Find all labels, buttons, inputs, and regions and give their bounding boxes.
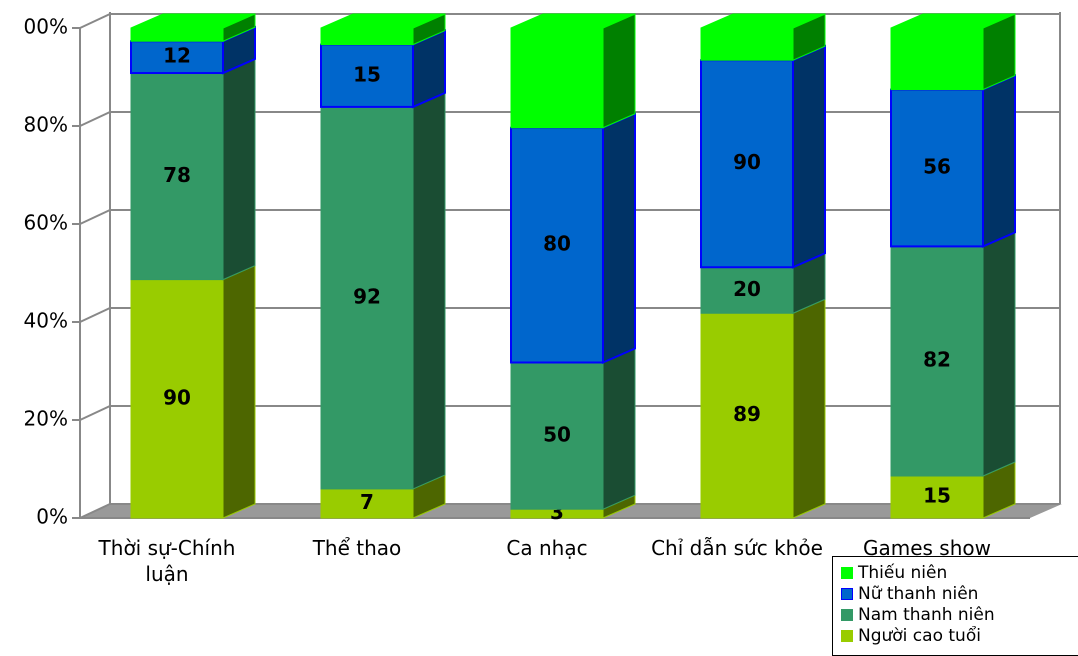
bar [890, 475, 984, 519]
data-label: 80 [543, 232, 571, 256]
bar [130, 27, 224, 42]
legend-label: Thiếu niên [858, 563, 948, 583]
bar [890, 27, 984, 91]
legend-label: Nam thanh niên [858, 605, 995, 625]
bar [130, 72, 224, 281]
legend-label: Người cao tuổi [858, 626, 981, 646]
bar-side [602, 112, 636, 365]
y-tick-label: 40% [24, 309, 68, 333]
data-label: 90 [163, 385, 191, 409]
data-label: 20 [733, 277, 761, 301]
bar [320, 27, 414, 46]
bar-side [412, 92, 446, 490]
bar-side [222, 58, 256, 281]
bar [130, 279, 224, 519]
bar [700, 312, 794, 519]
y-tick-label: 0% [36, 505, 68, 529]
legend-item: Thiếu niên [841, 563, 947, 583]
legend-swatch [841, 609, 853, 621]
legend-label: Nữ thanh niên [858, 584, 979, 604]
bar-side [602, 13, 636, 129]
bar [130, 40, 224, 75]
data-label: 89 [733, 402, 761, 426]
data-label: 92 [353, 284, 381, 308]
data-label: 7 [360, 490, 374, 514]
data-label: 12 [163, 44, 191, 68]
bar-side [222, 264, 256, 519]
legend-swatch [841, 630, 853, 642]
y-tick-label: 80% [24, 113, 68, 137]
bar [320, 106, 414, 490]
data-label: 90 [733, 150, 761, 174]
data-label: 50 [543, 422, 571, 446]
bar [890, 88, 984, 248]
bar [700, 59, 794, 269]
y-tick-label: 60% [24, 211, 68, 235]
data-label: 56 [923, 155, 951, 179]
y-tick-label: 20% [24, 407, 68, 431]
legend: Thiếu niên Nữ thanh niên Nam thanh niên Ngư… [832, 556, 1078, 656]
bar [320, 43, 414, 108]
data-label: 15 [353, 62, 381, 86]
x-tick-label: Ca nhạc [506, 536, 588, 560]
legend-item: Nữ thanh niên [841, 584, 978, 604]
bar-side [982, 231, 1016, 477]
legend-item: Người cao tuổi [841, 626, 981, 646]
bar [700, 27, 794, 61]
legend-item: Nam thanh niên [841, 605, 995, 625]
bar [510, 126, 604, 364]
y-tick-label: 00% [24, 15, 68, 39]
data-label: 78 [163, 163, 191, 187]
x-tick-label: Thể thao [312, 536, 402, 560]
legend-swatch [841, 567, 853, 579]
bar [320, 488, 414, 519]
bar-side [792, 44, 826, 269]
legend-swatch [841, 588, 853, 600]
bar-side [602, 347, 636, 510]
bar [510, 361, 604, 510]
bar-side [982, 74, 1016, 248]
bar [510, 27, 604, 129]
x-tick-label: Thời sự-Chính luận [98, 536, 236, 586]
data-label: 82 [923, 348, 951, 372]
bar-side [792, 298, 826, 519]
x-tick-label: Games show [862, 536, 991, 560]
x-tick-label: Chỉ dẫn sức khỏe [651, 536, 823, 560]
data-label: 15 [923, 484, 951, 508]
